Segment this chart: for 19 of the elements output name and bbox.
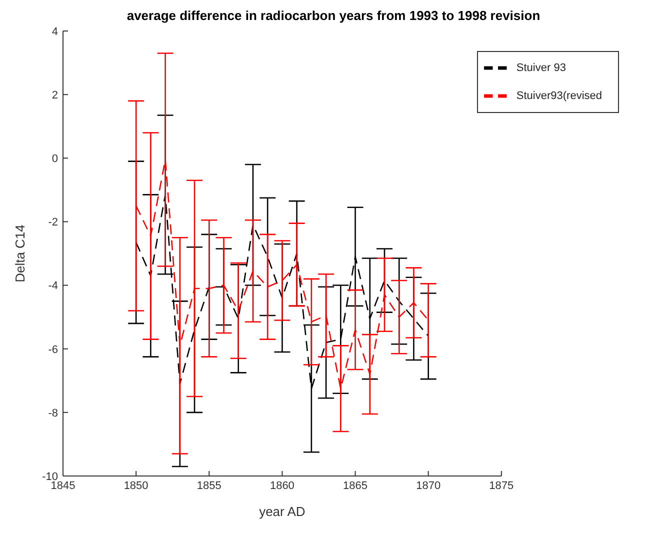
x-tick-label: 1850 xyxy=(124,480,148,492)
x-tick-label: 1865 xyxy=(343,480,368,492)
x-axis-title: year AD xyxy=(259,504,306,519)
y-tick-label: -6 xyxy=(48,344,58,356)
legend-label: Stuiver93(revised xyxy=(516,90,602,102)
x-tick-label: 1855 xyxy=(196,480,222,492)
x-tick-label: 1860 xyxy=(270,480,294,492)
y-tick-label: 0 xyxy=(52,153,58,166)
x-tick-label: 1870 xyxy=(416,480,441,492)
y-tick-label: 4 xyxy=(52,26,58,38)
y-axis-title: Delta C14 xyxy=(12,224,28,282)
y-tick-label: -2 xyxy=(48,216,58,229)
legend-label: Stuiver 93 xyxy=(516,62,566,74)
y-tick-label: -4 xyxy=(48,280,58,292)
chart-title: average difference in radiocarbon years from 1993 to 1998 revision xyxy=(126,8,542,25)
x-tick-label: 1845 xyxy=(50,480,76,492)
y-tick-label: 2 xyxy=(52,89,58,102)
y-tick-label: -8 xyxy=(48,407,58,420)
x-tick-label: 1875 xyxy=(489,480,514,492)
